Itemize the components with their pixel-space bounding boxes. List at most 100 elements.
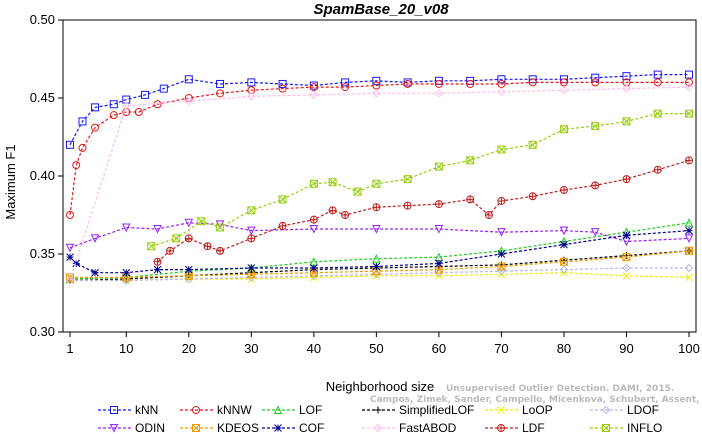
series-line [69, 74, 689, 146]
legend-item-fastabod: FastABOD [362, 421, 457, 434]
data-point [247, 86, 256, 95]
series-cof [66, 226, 693, 277]
data-point [309, 83, 318, 92]
series-line [69, 222, 690, 249]
data-point [685, 78, 693, 87]
data-point [685, 156, 694, 165]
data-point [91, 103, 100, 112]
x-axis-label: Neighborhood size [326, 379, 434, 394]
data-point [434, 200, 443, 209]
data-point [278, 195, 287, 204]
data-point [122, 101, 131, 111]
data-point [528, 140, 537, 149]
data-point [497, 250, 506, 258]
x-tick-label: 80 [557, 341, 571, 356]
legend-label: INFLO [627, 421, 662, 434]
data-point [153, 265, 162, 274]
data-point [278, 221, 287, 230]
data-point [192, 406, 200, 414]
data-point [247, 264, 256, 272]
data-point [484, 211, 493, 219]
legend-item-cof: COF [262, 421, 324, 434]
data-point [372, 179, 381, 188]
data-point [372, 89, 381, 98]
data-point [122, 95, 131, 104]
series-line [151, 113, 689, 247]
data-point [66, 140, 74, 149]
data-point [110, 406, 118, 414]
data-point [591, 78, 600, 87]
data-point [434, 79, 443, 88]
data-point [247, 270, 256, 279]
legend-item-knnw: kNNW [180, 403, 252, 417]
plot-area [62, 19, 697, 333]
data-point [78, 117, 87, 126]
data-point [172, 234, 181, 243]
series-line [69, 86, 690, 281]
data-point [91, 268, 99, 277]
data-point [684, 82, 694, 92]
data-point [497, 196, 506, 205]
data-point [684, 263, 694, 273]
data-point [373, 423, 383, 433]
data-point [184, 265, 193, 274]
data-point [309, 90, 319, 100]
series-ldf [153, 156, 694, 266]
data-point [66, 253, 74, 261]
data-point [559, 226, 569, 236]
series-line [69, 222, 690, 280]
y-tick-label: 0.30 [30, 324, 55, 339]
data-point [560, 240, 568, 249]
legend-item-ldf: LDF [485, 421, 545, 434]
data-point [109, 424, 119, 433]
data-point [78, 143, 87, 152]
data-point [497, 424, 506, 432]
legend-label: LDF [522, 421, 545, 434]
legend-item-kdeos: KDEOS [180, 421, 259, 434]
legend-label: FastABOD [399, 421, 457, 434]
data-point [622, 175, 631, 184]
y-axis-label: Maximum F1 [3, 144, 18, 219]
data-point [434, 89, 444, 98]
data-point [497, 75, 506, 84]
data-point [684, 234, 694, 244]
data-point [497, 87, 506, 96]
data-point [685, 109, 693, 118]
data-point [341, 83, 350, 92]
data-point [684, 218, 694, 227]
data-point [247, 234, 256, 243]
data-point [559, 265, 569, 274]
x-tick-label: 50 [369, 341, 383, 356]
data-point [559, 75, 568, 84]
data-point [328, 206, 337, 215]
x-axis: 1 10 20 30 40 50 60 70 80 90 100 [66, 332, 700, 356]
legend-item-inflo: INFLO [590, 421, 662, 434]
data-point [273, 405, 283, 414]
legend-label: KDEOS [217, 421, 259, 434]
chart-title: SpamBase_20_v08 [313, 1, 449, 18]
data-point [497, 406, 505, 414]
y-tick-label: 0.50 [30, 12, 55, 27]
data-point [247, 78, 256, 87]
data-point [653, 165, 662, 174]
data-point [466, 76, 475, 85]
data-point [72, 259, 81, 268]
credit-line-2: Campos, Zimek, Sander, Campello, Micenko… [370, 395, 702, 405]
x-tick-label: 10 [119, 341, 133, 356]
data-point [622, 72, 631, 81]
series-line [69, 230, 690, 274]
data-point [159, 84, 168, 93]
y-axis: 0.30 0.35 0.40 0.45 0.50 [30, 12, 63, 339]
data-point [91, 123, 100, 132]
data-point [403, 175, 412, 184]
legend-label: LDOF [627, 403, 659, 417]
data-point [184, 218, 194, 228]
data-point [122, 268, 131, 277]
data-point [141, 90, 150, 99]
data-point [192, 424, 200, 432]
data-point [372, 81, 381, 90]
data-point [134, 108, 143, 117]
data-point [65, 276, 75, 285]
x-tick-label: 60 [432, 341, 446, 356]
